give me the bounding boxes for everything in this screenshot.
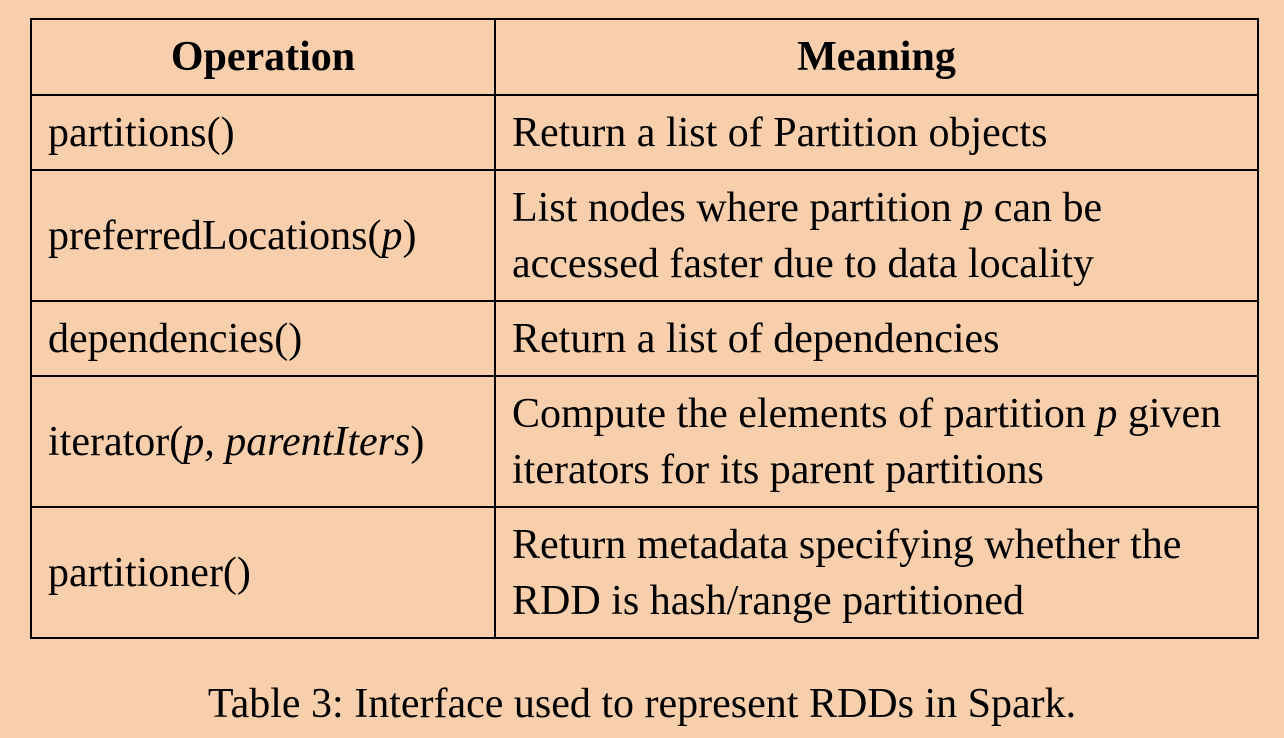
table-row: partitioner() Return metadata specifying… xyxy=(30,506,1259,639)
text-segment: ) xyxy=(402,212,417,259)
text-segment: preferredLocations( xyxy=(48,212,382,259)
italic-text-segment: p, parentIters xyxy=(183,418,411,465)
text-segment: Compute the elements of partition xyxy=(512,390,1097,437)
operation-cell: preferredLocations(p) xyxy=(30,169,496,302)
meaning-cell: Return a list of dependencies xyxy=(494,300,1259,377)
text-segment: ) xyxy=(410,418,425,465)
table-row: preferredLocations(p) List nodes where p… xyxy=(30,169,1259,302)
meaning-cell: Return metadata specifying whether the R… xyxy=(494,506,1259,639)
meaning-cell: Return a list of Partition objects xyxy=(494,94,1259,171)
text-segment: List nodes where partition xyxy=(512,184,963,231)
header-operation: Operation xyxy=(30,18,496,96)
operation-cell: dependencies() xyxy=(30,300,496,377)
table-header-row: Operation Meaning xyxy=(30,18,1259,96)
text-segment: iterator( xyxy=(48,418,184,465)
meaning-cell: Compute the elements of partition p give… xyxy=(494,375,1259,508)
operation-cell: partitioner() xyxy=(30,506,496,639)
meaning-cell: List nodes where partition p can be acce… xyxy=(494,169,1259,302)
header-meaning: Meaning xyxy=(494,18,1259,96)
table-row: iterator(p, parentIters) Compute the ele… xyxy=(30,375,1259,508)
operation-cell: partitions() xyxy=(30,94,496,171)
text-segment: given iterators for its parent partition… xyxy=(512,390,1222,493)
text-segment: Return metadata specifying whether the R… xyxy=(512,521,1182,624)
operation-cell: iterator(p, parentIters) xyxy=(30,375,496,508)
table-caption: Table 3: Interface used to represent RDD… xyxy=(207,681,1077,727)
text-segment: Return a list of dependencies xyxy=(512,315,1000,362)
text-segment: dependencies() xyxy=(48,315,303,362)
text-segment: Return a list of Partition objects xyxy=(512,109,1048,156)
table-row: dependencies() Return a list of dependen… xyxy=(30,300,1259,377)
text-segment: partitions() xyxy=(48,109,235,156)
italic-text-segment: p xyxy=(962,184,984,231)
italic-text-segment: p xyxy=(1096,390,1118,437)
rdd-interface-table-container: Operation Meaning partitions() Return a … xyxy=(30,18,1259,639)
italic-text-segment: p xyxy=(381,212,403,259)
text-segment: partitioner() xyxy=(48,549,251,596)
rdd-interface-table: Operation Meaning partitions() Return a … xyxy=(30,18,1259,639)
table-row: partitions() Return a list of Partition … xyxy=(30,94,1259,171)
text-segment: can be accessed faster due to data local… xyxy=(512,184,1103,287)
